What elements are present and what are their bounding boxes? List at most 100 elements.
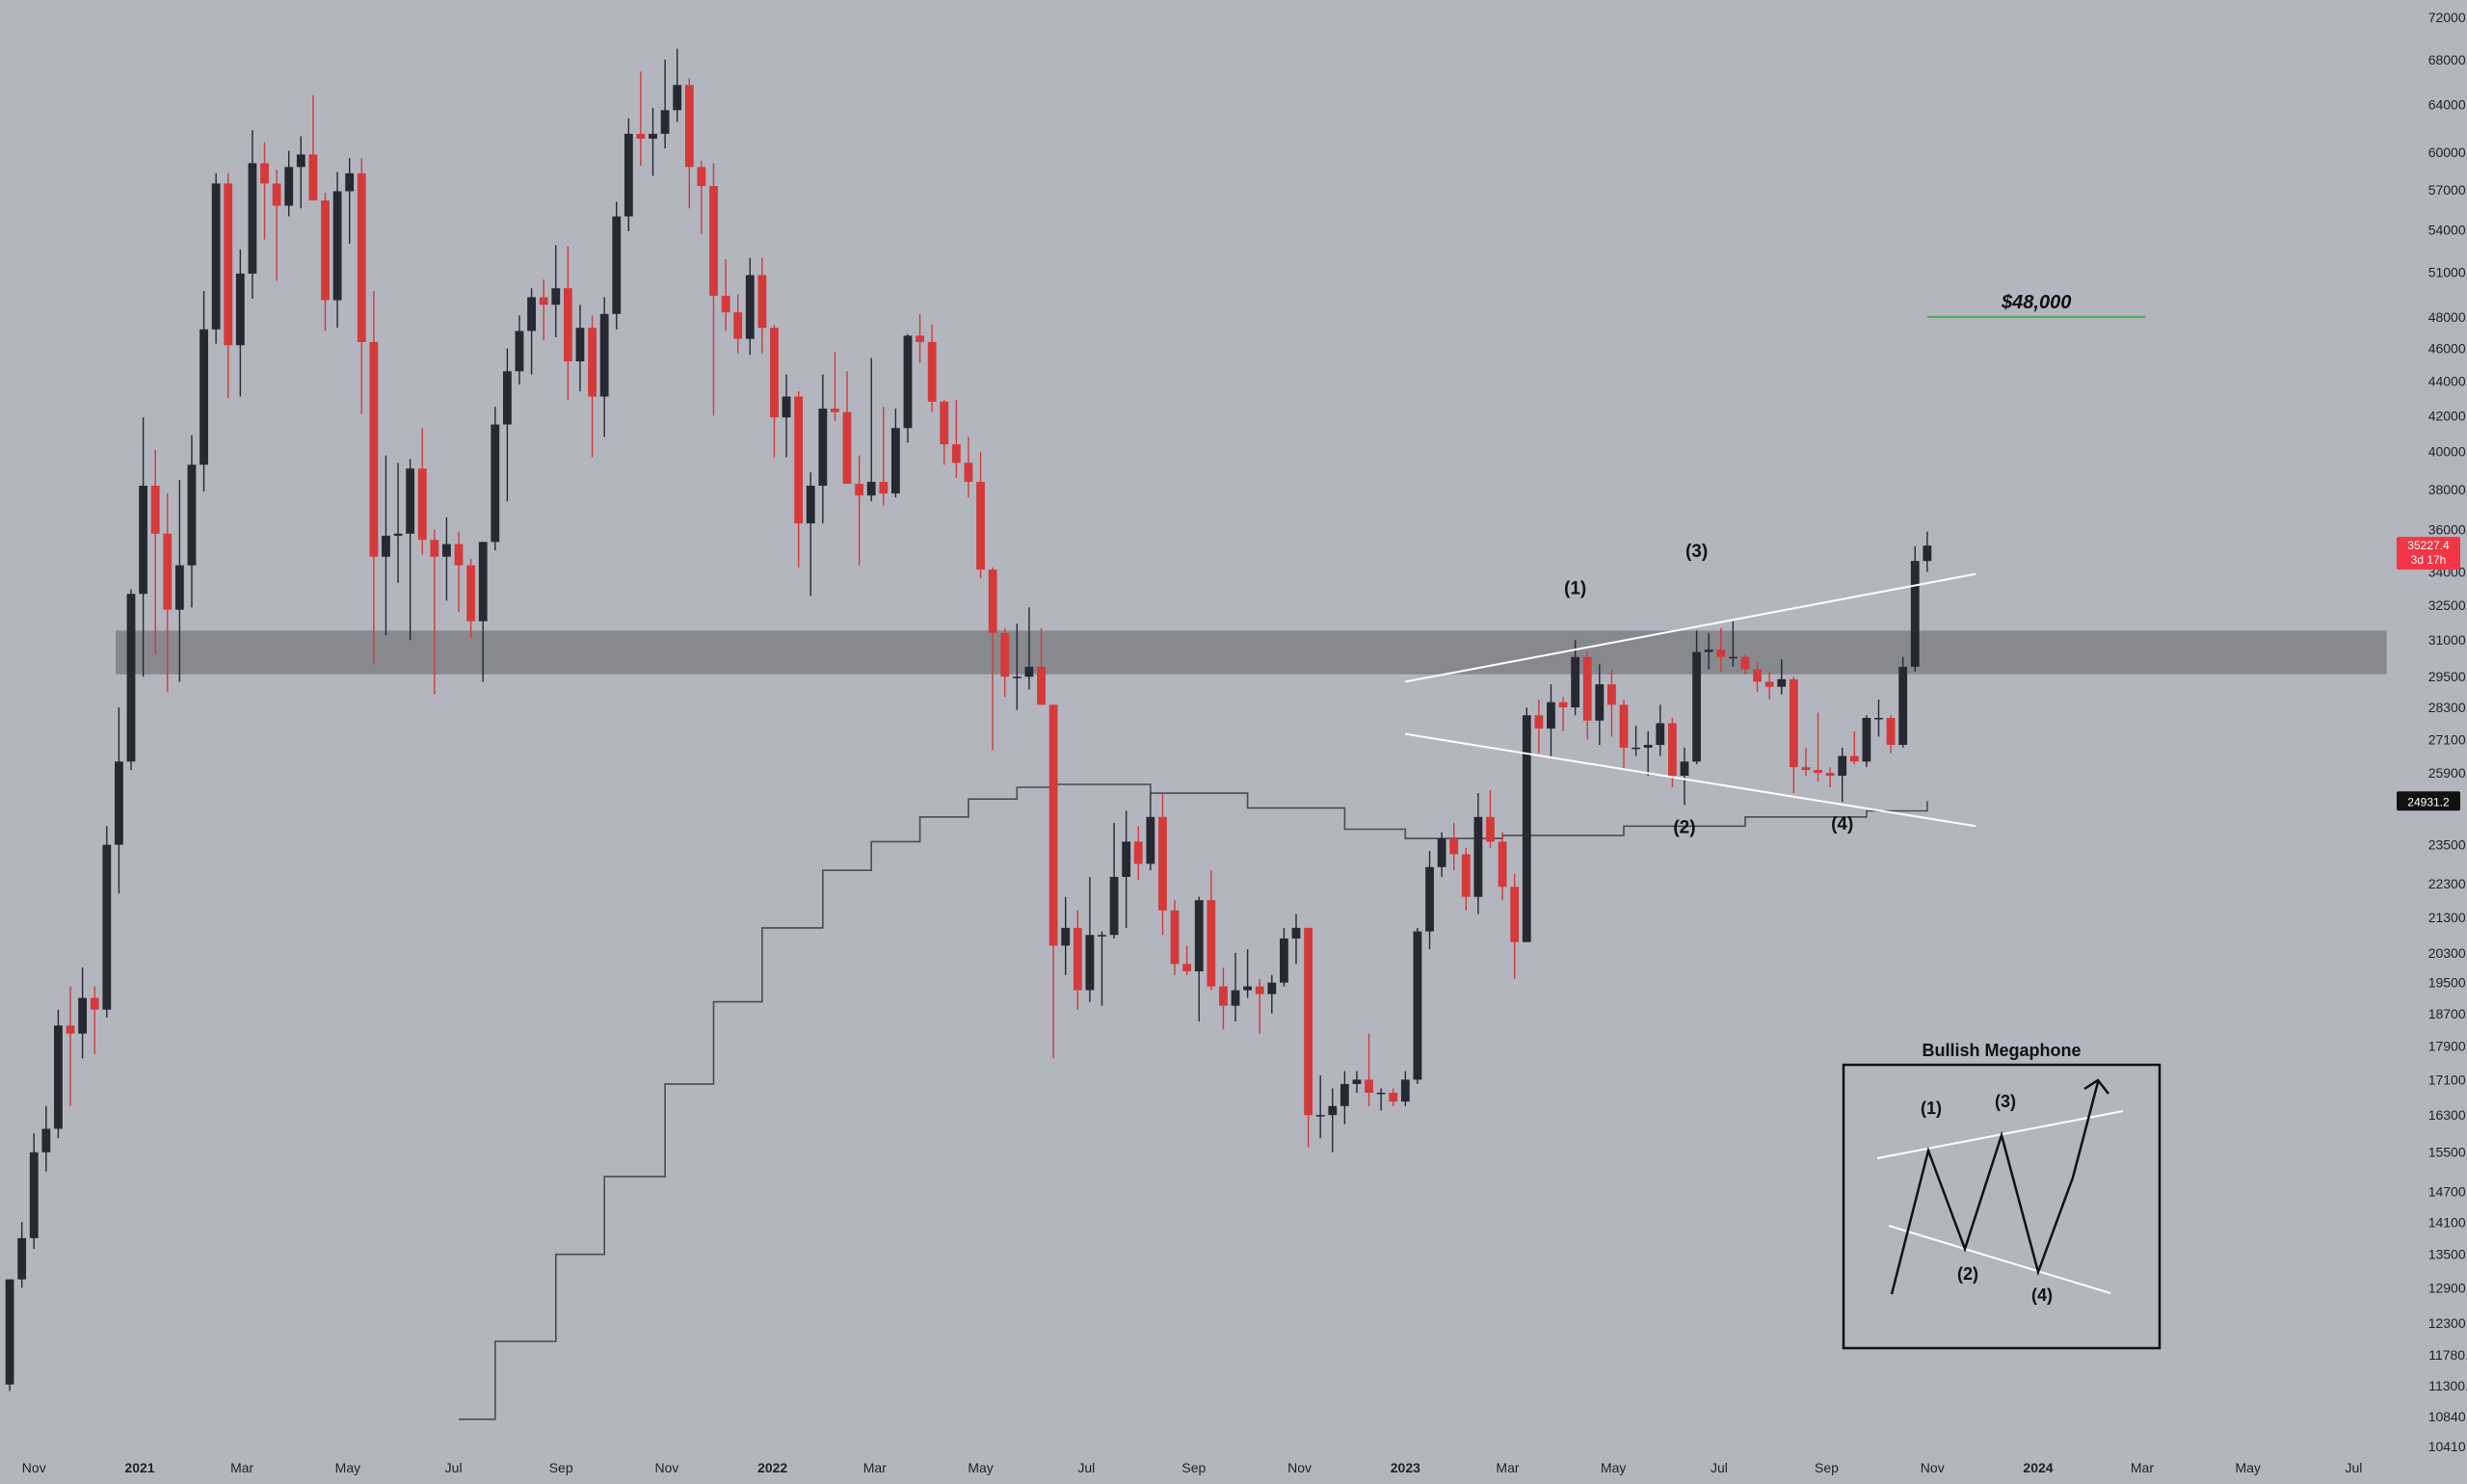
candle[interactable] xyxy=(951,400,961,479)
candle[interactable] xyxy=(1595,664,1605,745)
moving-average-badge[interactable]: 24931.2 xyxy=(2397,791,2460,811)
candle[interactable] xyxy=(1704,632,1713,670)
candle[interactable] xyxy=(660,59,670,148)
candle[interactable] xyxy=(1146,793,1155,871)
candle[interactable] xyxy=(417,428,427,555)
candle[interactable] xyxy=(78,967,88,1059)
candle[interactable] xyxy=(369,291,379,665)
candle[interactable] xyxy=(1498,832,1507,901)
candle[interactable] xyxy=(757,257,767,354)
candle[interactable] xyxy=(1024,607,1034,690)
candle[interactable] xyxy=(163,493,172,692)
candle[interactable] xyxy=(1910,545,1920,673)
candle[interactable] xyxy=(1716,627,1726,673)
candle[interactable] xyxy=(1667,717,1677,787)
candle[interactable] xyxy=(1194,896,1204,1022)
candle[interactable] xyxy=(1753,661,1762,692)
candle[interactable] xyxy=(649,107,657,176)
candle[interactable] xyxy=(491,407,500,551)
candle[interactable] xyxy=(1012,623,1021,710)
candle[interactable] xyxy=(842,371,852,485)
candle[interactable] xyxy=(575,305,585,392)
candle[interactable] xyxy=(1547,684,1555,756)
price-axis[interactable]: 72000.0 68000.0 64000.0 60000.0 57000.0 54000… xyxy=(2397,10,2467,1454)
candle[interactable] xyxy=(1461,847,1471,911)
candle[interactable] xyxy=(199,291,208,492)
candle[interactable] xyxy=(454,531,464,613)
candle[interactable] xyxy=(915,313,924,363)
candle[interactable] xyxy=(1098,931,1106,1006)
candle[interactable] xyxy=(1838,747,1847,803)
candle[interactable] xyxy=(382,455,390,636)
candle[interactable] xyxy=(102,826,112,1018)
candle[interactable] xyxy=(1728,621,1738,667)
candle[interactable] xyxy=(1680,747,1689,806)
candle[interactable] xyxy=(927,324,937,412)
candle[interactable] xyxy=(29,1133,39,1250)
candle[interactable] xyxy=(1486,790,1495,848)
candle[interactable] xyxy=(599,297,609,437)
candle[interactable] xyxy=(1352,1071,1362,1093)
candle[interactable] xyxy=(1692,630,1701,765)
candle[interactable] xyxy=(284,150,294,217)
candle[interactable] xyxy=(588,315,597,458)
candle[interactable] xyxy=(1849,730,1859,765)
candle[interactable] xyxy=(90,986,99,1054)
candle[interactable] xyxy=(1425,851,1434,950)
candle[interactable] xyxy=(964,437,973,498)
candle[interactable] xyxy=(272,169,281,281)
candle[interactable] xyxy=(296,136,305,209)
candle[interactable] xyxy=(976,451,985,579)
candle[interactable] xyxy=(345,158,355,244)
candle[interactable] xyxy=(1801,747,1811,777)
candle[interactable] xyxy=(636,71,646,167)
candle[interactable] xyxy=(903,333,913,443)
candle[interactable] xyxy=(684,78,694,209)
candle[interactable] xyxy=(1643,730,1653,777)
candle[interactable] xyxy=(174,480,184,682)
candle[interactable] xyxy=(1510,873,1520,979)
candle[interactable] xyxy=(235,249,245,397)
candle[interactable] xyxy=(879,407,889,506)
candle[interactable] xyxy=(612,201,622,330)
candle[interactable] xyxy=(17,1222,27,1288)
candle[interactable] xyxy=(1898,656,1908,748)
candle[interactable] xyxy=(1073,910,1082,1010)
candle[interactable] xyxy=(1000,627,1010,698)
candle[interactable] xyxy=(890,409,900,498)
candle[interactable] xyxy=(1558,697,1568,731)
candle[interactable] xyxy=(1400,1071,1410,1106)
candle[interactable] xyxy=(1656,704,1665,756)
megaphone-upper-trendline[interactable] xyxy=(1405,572,1976,683)
candle[interactable] xyxy=(1607,669,1616,737)
candle[interactable] xyxy=(1449,823,1459,871)
candle[interactable] xyxy=(855,455,864,566)
candle[interactable] xyxy=(502,348,512,502)
candle[interactable] xyxy=(1243,949,1253,998)
candle[interactable] xyxy=(1231,952,1240,1022)
candle[interactable] xyxy=(1582,651,1592,740)
candle[interactable] xyxy=(733,294,743,354)
candle[interactable] xyxy=(709,163,718,416)
candle[interactable] xyxy=(1109,823,1119,939)
candle[interactable] xyxy=(527,288,537,375)
candle[interactable] xyxy=(126,589,136,771)
candle[interactable] xyxy=(1279,927,1288,987)
time-axis[interactable]: Nov 2021 Mar May Jul Sep Nov 2022 Mar May Jul Sep No… xyxy=(22,1460,2363,1475)
candle[interactable] xyxy=(1340,1071,1349,1125)
candle[interactable] xyxy=(1571,640,1580,716)
candle[interactable] xyxy=(831,351,839,421)
candle[interactable] xyxy=(139,417,148,677)
candle[interactable] xyxy=(551,245,561,337)
candle[interactable] xyxy=(539,278,548,341)
candle[interactable] xyxy=(1389,1088,1398,1106)
candle[interactable] xyxy=(721,259,730,331)
megaphone-lower-trendline[interactable] xyxy=(1405,732,1976,828)
candle[interactable] xyxy=(332,172,342,329)
candle[interactable] xyxy=(1267,974,1277,1014)
candle[interactable] xyxy=(806,472,815,596)
candle[interactable] xyxy=(54,1009,63,1139)
candle[interactable] xyxy=(150,449,160,655)
candle[interactable] xyxy=(211,172,221,344)
